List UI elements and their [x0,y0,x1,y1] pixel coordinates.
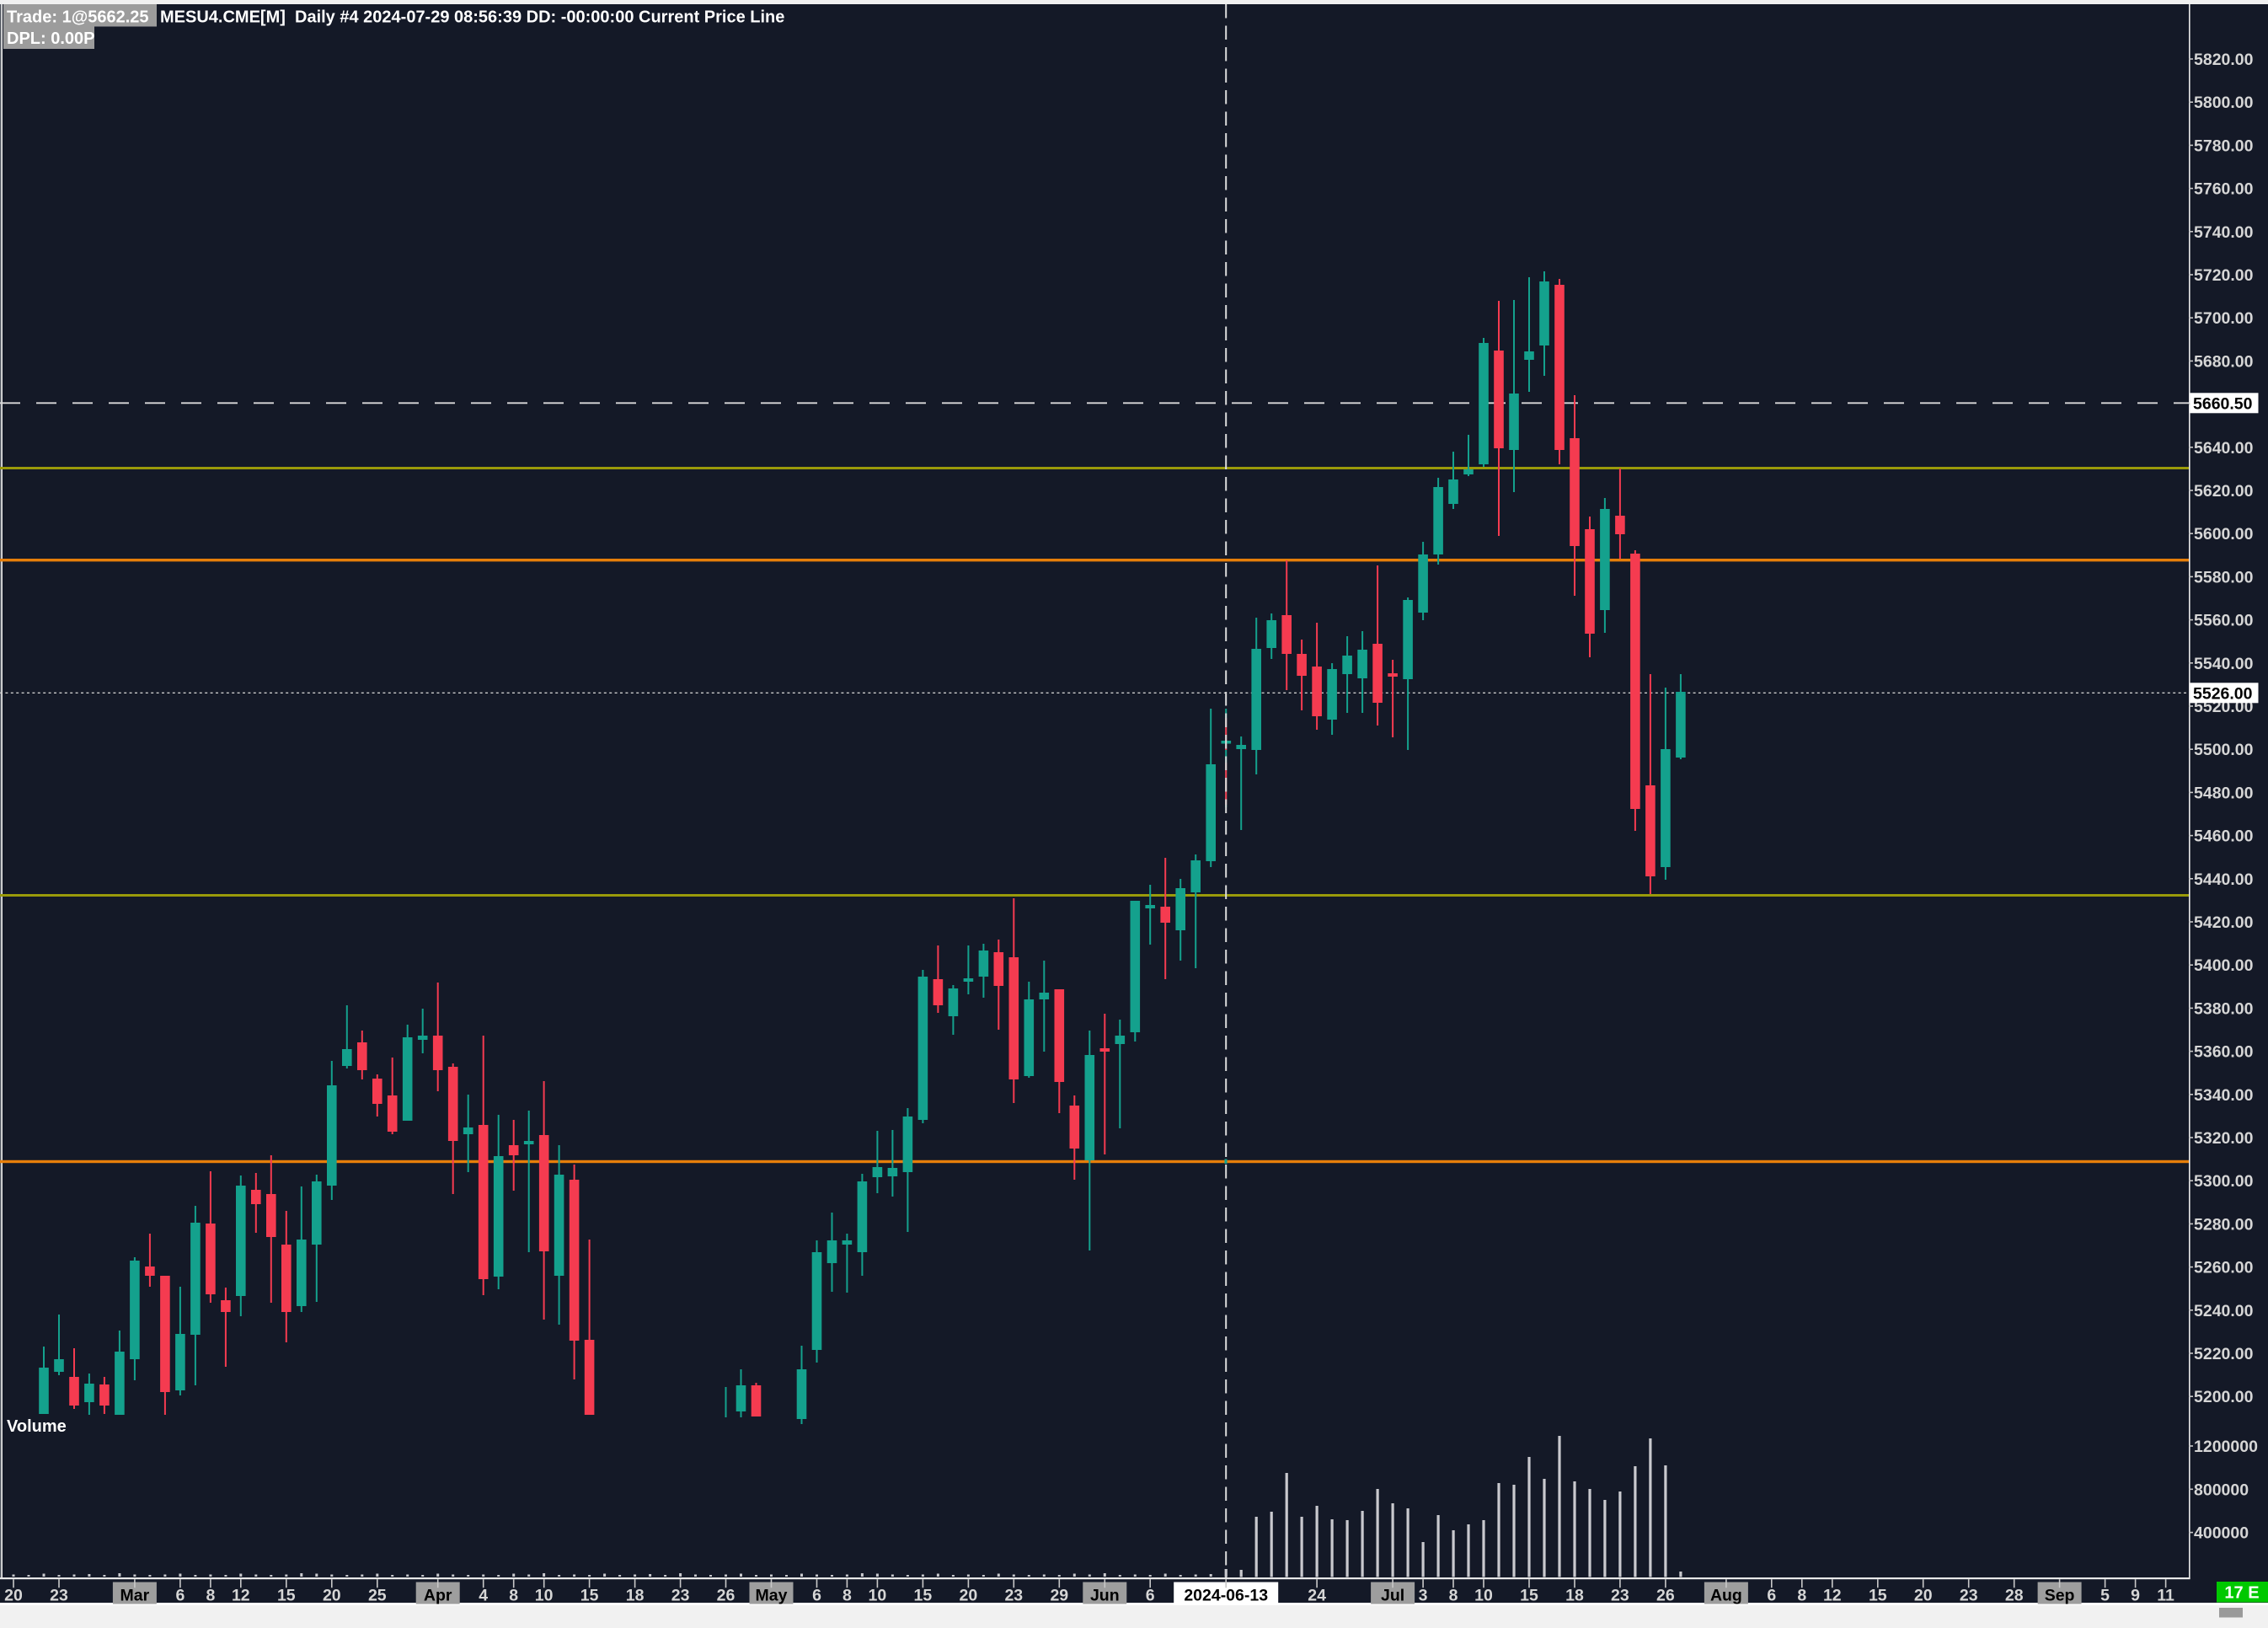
svg-text:5680.00: 5680.00 [2194,352,2254,371]
svg-text:17 E: 17 E [2224,1584,2259,1603]
svg-text:5300.00: 5300.00 [2194,1172,2254,1191]
svg-text:28: 28 [2005,1587,2024,1605]
svg-text:5400.00: 5400.00 [2194,956,2254,975]
svg-text:8: 8 [509,1587,518,1605]
svg-text:5780.00: 5780.00 [2194,137,2254,155]
svg-text:Aug: Aug [1710,1587,1742,1605]
svg-text:5320.00: 5320.00 [2194,1129,2254,1148]
svg-text:5360.00: 5360.00 [2194,1043,2254,1062]
svg-text:5580.00: 5580.00 [2194,568,2254,586]
svg-text:20: 20 [1914,1587,1933,1605]
svg-text:25: 25 [368,1587,387,1605]
svg-text:May: May [756,1587,788,1605]
svg-text:6: 6 [175,1587,185,1605]
svg-text:23: 23 [671,1587,690,1605]
svg-text:24: 24 [1308,1587,1326,1605]
svg-text:5526.00: 5526.00 [2193,684,2253,703]
svg-text:8: 8 [206,1587,215,1605]
svg-text:5460.00: 5460.00 [2194,827,2254,846]
svg-text:15: 15 [914,1587,933,1605]
svg-text:5560.00: 5560.00 [2194,612,2254,630]
svg-text:5280.00: 5280.00 [2194,1215,2254,1234]
svg-text:1200000: 1200000 [2194,1438,2258,1456]
svg-text:15: 15 [1869,1587,1887,1605]
svg-text:20: 20 [960,1587,978,1605]
svg-text:3: 3 [1419,1587,1428,1605]
svg-text:29: 29 [1050,1587,1068,1605]
svg-text:23: 23 [1004,1587,1023,1605]
svg-text:26: 26 [1656,1587,1675,1605]
svg-text:Mar: Mar [120,1587,150,1605]
svg-text:10: 10 [535,1587,554,1605]
svg-text:6: 6 [1146,1587,1155,1605]
svg-text:2024-06-13: 2024-06-13 [1184,1587,1268,1605]
svg-text:5540.00: 5540.00 [2194,655,2254,673]
svg-text:12: 12 [232,1587,250,1605]
svg-text:5620.00: 5620.00 [2194,482,2254,501]
svg-text:26: 26 [717,1587,735,1605]
svg-text:11: 11 [2157,1587,2174,1605]
svg-text:8: 8 [842,1587,852,1605]
svg-text:5: 5 [2100,1587,2110,1605]
svg-text:15: 15 [277,1587,296,1605]
svg-text:5660.50: 5660.50 [2193,394,2253,413]
svg-text:5340.00: 5340.00 [2194,1086,2254,1105]
svg-text:20: 20 [323,1587,341,1605]
svg-text:12: 12 [1823,1587,1842,1605]
svg-text:5260.00: 5260.00 [2194,1259,2254,1277]
svg-text:Jun: Jun [1090,1587,1120,1605]
svg-text:DPL: 0.00P: DPL: 0.00P [7,29,94,48]
svg-text:18: 18 [1565,1587,1584,1605]
svg-text:8: 8 [1797,1587,1806,1605]
svg-text:23: 23 [1611,1587,1629,1605]
svg-text:6: 6 [1767,1587,1776,1605]
svg-text:5420.00: 5420.00 [2194,913,2254,932]
svg-text:5480.00: 5480.00 [2194,784,2254,802]
svg-text:10: 10 [869,1587,887,1605]
svg-text:5700.00: 5700.00 [2194,309,2254,328]
svg-text:20: 20 [4,1587,23,1605]
svg-text:5740.00: 5740.00 [2194,223,2254,242]
svg-text:5600.00: 5600.00 [2194,525,2254,544]
svg-text:10: 10 [1474,1587,1493,1605]
svg-text:5440.00: 5440.00 [2194,870,2254,889]
svg-text:Volume: Volume [7,1417,67,1436]
svg-text:5500.00: 5500.00 [2194,741,2254,759]
svg-text:Apr: Apr [424,1587,452,1605]
svg-text:23: 23 [1960,1587,1978,1605]
svg-text:5220.00: 5220.00 [2194,1345,2254,1363]
svg-text:5380.00: 5380.00 [2194,999,2254,1018]
svg-text:5760.00: 5760.00 [2194,180,2254,199]
svg-text:23: 23 [50,1587,68,1605]
svg-text:5820.00: 5820.00 [2194,51,2254,69]
svg-text:8: 8 [1449,1587,1458,1605]
svg-text:6: 6 [812,1587,821,1605]
svg-text:Jul: Jul [1381,1587,1404,1605]
svg-text:5720.00: 5720.00 [2194,266,2254,285]
svg-text:5800.00: 5800.00 [2194,94,2254,112]
svg-text:800000: 800000 [2194,1481,2249,1499]
svg-text:5200.00: 5200.00 [2194,1388,2254,1406]
svg-text:4: 4 [479,1587,488,1605]
svg-text:15: 15 [1520,1587,1538,1605]
svg-text:5240.00: 5240.00 [2194,1302,2254,1320]
svg-text:9: 9 [2131,1587,2140,1605]
svg-text:18: 18 [626,1587,645,1605]
svg-text:5640.00: 5640.00 [2194,439,2254,458]
svg-text:Sep: Sep [2045,1587,2075,1605]
svg-text:15: 15 [580,1587,599,1605]
svg-text:Trade: 1@5662.25: Trade: 1@5662.25 [7,8,149,27]
svg-text:400000: 400000 [2194,1524,2249,1543]
svg-text:MESU4.CME[M] Daily #4 2024-07: MESU4.CME[M] Daily #4 2024-07-29 08:56:3… [160,8,784,27]
